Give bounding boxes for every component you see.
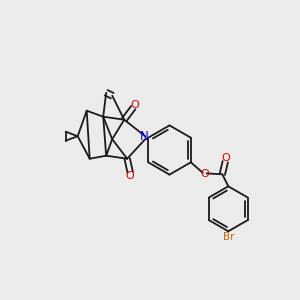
Text: O: O	[130, 100, 139, 110]
Text: O: O	[125, 171, 134, 181]
Text: O: O	[200, 169, 209, 179]
Text: N: N	[140, 130, 149, 143]
Text: Br: Br	[223, 232, 234, 242]
Text: O: O	[221, 153, 230, 164]
